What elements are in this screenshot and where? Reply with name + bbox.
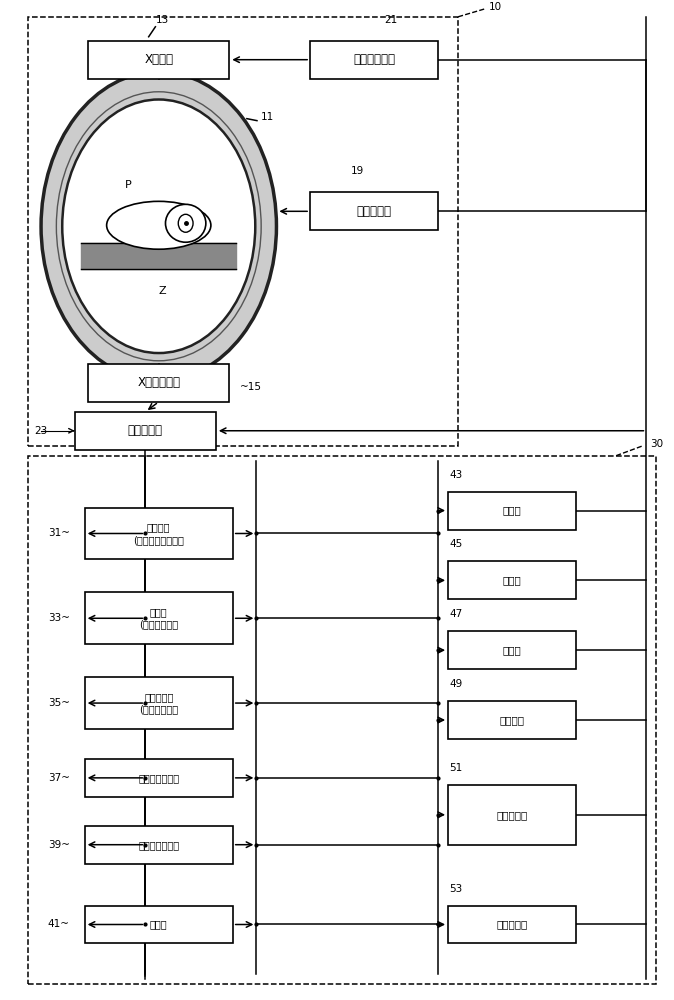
Text: ~15: ~15 (239, 382, 262, 392)
Text: 31~: 31~ (48, 528, 70, 538)
Text: 13: 13 (156, 15, 168, 25)
Text: 43: 43 (450, 470, 462, 480)
Bar (448, 561, 576, 599)
Text: X射线检测器: X射线检测器 (137, 376, 180, 389)
Text: 45: 45 (450, 539, 462, 549)
Bar (448, 492, 576, 530)
Bar (85, 677, 233, 729)
Text: 扫描控制部: 扫描控制部 (496, 810, 528, 820)
Text: 旋转驱动部: 旋转驱动部 (357, 205, 392, 218)
Bar (310, 192, 438, 230)
Bar (85, 759, 233, 797)
Bar (28, 456, 656, 984)
Ellipse shape (62, 99, 255, 353)
Text: 操作部: 操作部 (503, 645, 521, 655)
Text: 51: 51 (450, 763, 462, 773)
Bar (85, 826, 233, 864)
Bar (28, 17, 458, 446)
Bar (448, 785, 576, 845)
Ellipse shape (41, 72, 276, 381)
Text: 33~: 33~ (48, 613, 70, 623)
Text: 11: 11 (260, 112, 274, 122)
Text: 校正参数分析部: 校正参数分析部 (138, 840, 179, 850)
Text: 37~: 37~ (48, 773, 70, 783)
Bar (448, 906, 576, 943)
Bar (75, 412, 216, 450)
Text: 图像处理部
(图像校正部）: 图像处理部 (图像校正部） (140, 692, 179, 714)
Text: P: P (125, 180, 132, 190)
Text: 19: 19 (350, 166, 364, 176)
Bar (310, 41, 438, 79)
Text: 39~: 39~ (48, 840, 70, 850)
Text: X射线管: X射线管 (144, 53, 173, 66)
Ellipse shape (106, 201, 211, 249)
Text: 35~: 35~ (48, 698, 70, 708)
Text: 10: 10 (489, 2, 501, 12)
Text: 53: 53 (450, 884, 462, 894)
Text: 重建部
(重建校正部）: 重建部 (重建校正部） (140, 607, 179, 629)
Bar (88, 364, 229, 402)
Ellipse shape (166, 204, 206, 242)
Text: 显示部: 显示部 (503, 506, 521, 516)
Bar (85, 592, 233, 644)
Bar (88, 41, 229, 79)
Text: 30: 30 (650, 439, 663, 449)
Text: 扬声器: 扬声器 (503, 575, 521, 585)
Bar (85, 906, 233, 943)
Text: Z: Z (158, 286, 166, 296)
Text: 数据收集部: 数据收集部 (128, 424, 163, 437)
Text: 49: 49 (450, 679, 462, 689)
Text: 41~: 41~ (48, 919, 70, 929)
Text: 23: 23 (34, 426, 48, 436)
Bar (448, 701, 576, 739)
Bar (85, 508, 233, 559)
Ellipse shape (178, 214, 193, 232)
Text: 高电压发生部: 高电压发生部 (353, 53, 395, 66)
Text: 报知部: 报知部 (150, 919, 168, 929)
Text: 校正参数存储部: 校正参数存储部 (138, 773, 179, 783)
Text: 系统控制部: 系统控制部 (496, 919, 528, 929)
Text: 47: 47 (450, 609, 462, 619)
Text: 主存储部: 主存储部 (499, 715, 524, 725)
Text: 21: 21 (384, 15, 398, 25)
Bar (448, 631, 576, 669)
Text: 前处理部
(原始数据校正部）: 前处理部 (原始数据校正部） (133, 522, 184, 545)
